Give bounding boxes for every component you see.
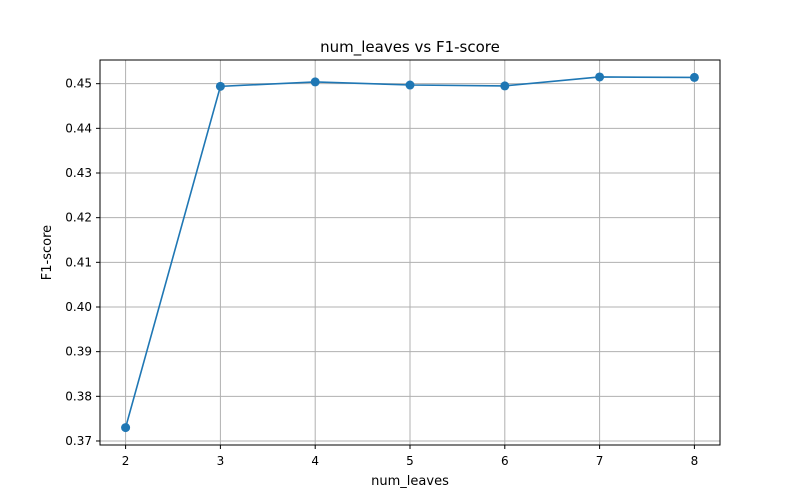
data-point <box>121 423 131 433</box>
grid <box>100 60 720 445</box>
data-point <box>310 77 320 87</box>
x-tick-label: 7 <box>596 454 604 468</box>
x-tick-label: 4 <box>311 454 319 468</box>
data-point <box>215 81 225 91</box>
y-tick-label: 0.45 <box>65 77 92 91</box>
y-tick-label: 0.40 <box>65 300 92 314</box>
y-tick-label: 0.38 <box>65 389 92 403</box>
y-tick-label: 0.37 <box>65 434 92 448</box>
data-point <box>405 80 415 90</box>
y-tick-label: 0.43 <box>65 166 92 180</box>
x-tick-label: 5 <box>406 454 414 468</box>
y-tick-label: 0.44 <box>65 121 92 135</box>
x-tick-label: 6 <box>501 454 509 468</box>
y-tick-label: 0.41 <box>65 255 92 269</box>
data-point <box>689 72 699 82</box>
chart-title: num_leaves vs F1-score <box>320 38 500 57</box>
x-tick-label: 8 <box>691 454 699 468</box>
y-tick-label: 0.42 <box>65 211 92 225</box>
x-axis-label: num_leaves <box>371 474 449 489</box>
data-point <box>500 81 510 91</box>
series <box>121 72 699 433</box>
y-tick-label: 0.39 <box>65 345 92 359</box>
data-point <box>595 72 605 82</box>
x-tick-label: 2 <box>122 454 130 468</box>
y-axis-label: F1-score <box>40 225 55 280</box>
x-tick-label: 3 <box>217 454 225 468</box>
plot-area-frame <box>99 59 721 446</box>
axis-ticks: 2 3 4 5 6 7 8 0.37 0.38 0.39 0.40 0.41 0.42 0.43 0.44 0… <box>65 77 698 468</box>
